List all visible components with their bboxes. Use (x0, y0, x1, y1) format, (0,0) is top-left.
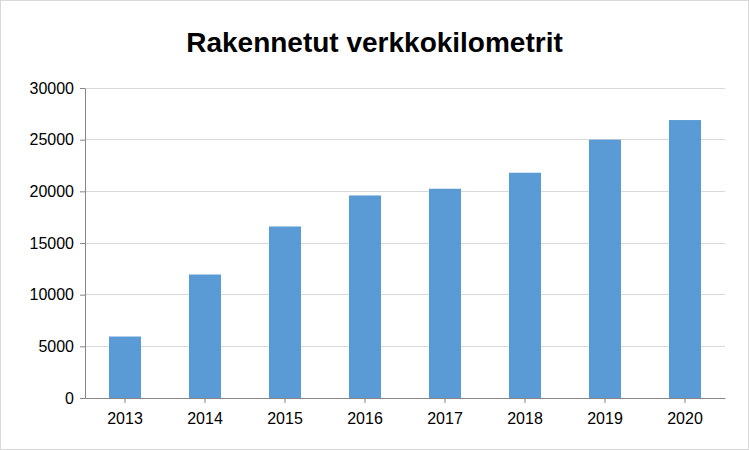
plot-area: 0500010000150002000025000300002013201420… (30, 80, 726, 428)
bar (269, 226, 301, 398)
x-tick: 2020 (667, 398, 703, 427)
y-tick-mark (80, 191, 85, 192)
x-tick-label: 2013 (107, 410, 143, 427)
grid-line (85, 294, 725, 295)
y-axis-line (85, 89, 86, 399)
x-tick: 2018 (507, 398, 543, 427)
x-tick-mark (205, 398, 206, 403)
x-axis-line (86, 398, 726, 399)
x-tick-mark (285, 398, 286, 403)
y-tick-label: 10000 (30, 286, 75, 303)
bar (189, 275, 221, 398)
grid-line (85, 191, 725, 192)
bar (109, 337, 141, 398)
y-tick-label: 25000 (30, 131, 75, 148)
x-tick: 2013 (107, 398, 143, 427)
chart-container: Rakennetut verkkokilometrit 0 5000 10000 150… (0, 0, 749, 450)
x-tick: 2015 (267, 398, 303, 427)
y-tick-mark (80, 346, 85, 347)
x-tick-mark (605, 398, 606, 403)
grid-line (85, 243, 725, 244)
chart-title: Rakennetut verkkokilometrit (186, 27, 563, 58)
x-tick: 2019 (587, 398, 623, 427)
y-tick-label: 5000 (38, 338, 74, 355)
x-tick-label: 2018 (507, 410, 543, 427)
grid (85, 88, 725, 398)
grid-line (85, 346, 725, 347)
y-tick: 25000 (30, 131, 86, 148)
bar (509, 173, 541, 398)
bar (669, 120, 701, 398)
y-tick-label: 0 (65, 390, 74, 407)
x-tick: 2016 (347, 398, 383, 427)
bars (109, 120, 701, 398)
bar (429, 189, 461, 398)
x-tick-label: 2019 (587, 410, 623, 427)
x-tick-label: 2014 (187, 410, 223, 427)
y-tick-mark (80, 140, 85, 141)
y-tick: 0 (65, 390, 85, 407)
x-tick-mark (125, 398, 126, 403)
y-tick-mark (80, 398, 85, 399)
x-tick-label: 2017 (427, 410, 463, 427)
y-tick-label: 15000 (30, 235, 75, 252)
chart-svg: Rakennetut verkkokilometrit 0 5000 10000 150… (0, 0, 749, 450)
x-tick-label: 2020 (667, 410, 703, 427)
bar (589, 140, 621, 398)
x-tick-label: 2015 (267, 410, 303, 427)
bar (349, 195, 381, 398)
y-tick-mark (80, 88, 85, 89)
grid-line (85, 88, 725, 89)
y-tick: 5000 (38, 338, 85, 355)
x-tick-mark (365, 398, 366, 403)
x-tick-label: 2016 (347, 410, 383, 427)
x-tick-mark (445, 398, 446, 403)
y-tick-mark (80, 295, 85, 296)
grid-line (85, 398, 725, 399)
x-tick-mark (685, 398, 686, 403)
y-tick: 10000 (30, 286, 86, 303)
y-tick: 20000 (30, 183, 86, 200)
chart-border (1, 1, 749, 450)
y-tick: 15000 (30, 235, 86, 252)
x-axis: 2013 2014 2015 2016 2017 2018 2019 2020 (86, 398, 726, 427)
y-tick: 30000 (30, 80, 86, 97)
y-axis: 0 5000 10000 15000 20000 25000 30000 (30, 80, 86, 407)
y-tick-label: 30000 (30, 80, 75, 97)
y-tick-mark (80, 243, 85, 244)
x-tick: 2017 (427, 398, 463, 427)
grid-line (85, 139, 725, 140)
x-tick-mark (525, 398, 526, 403)
y-tick-label: 20000 (30, 183, 75, 200)
x-tick: 2014 (187, 398, 223, 427)
